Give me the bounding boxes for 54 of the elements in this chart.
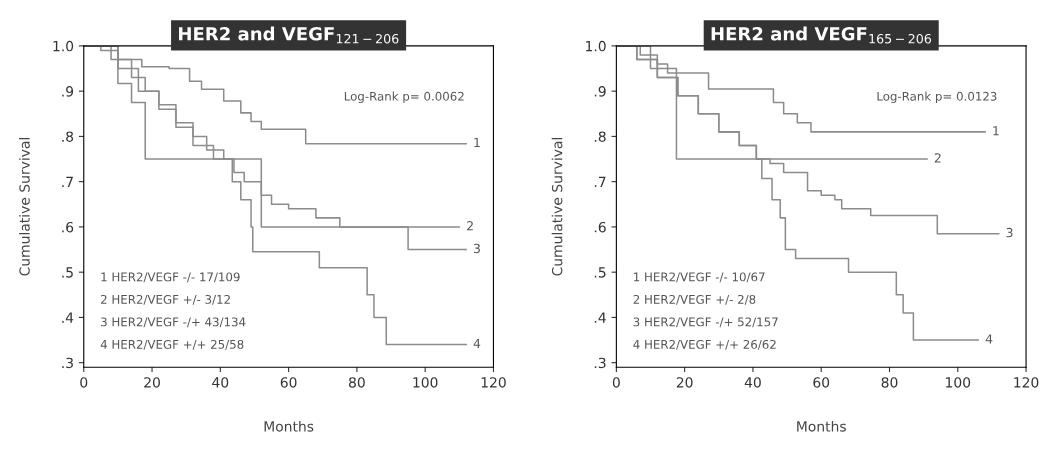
y-tick-label: .5 <box>594 267 606 278</box>
series-label: 3 <box>1006 227 1013 238</box>
x-tick-label: 0 <box>612 377 620 388</box>
x-tick-label: 20 <box>676 377 693 388</box>
y-tick-label: .4 <box>594 312 606 323</box>
x-axis-title: Months <box>264 420 314 432</box>
y-tick-label: 1.0 <box>586 40 606 52</box>
y-tick-label: .3 <box>62 357 73 369</box>
annotation: 2 HER2/VEGF +/- 2/8 <box>633 294 756 305</box>
annotation: 4 HER2/VEGF +/+ 26/62 <box>633 339 776 350</box>
y-tick-label: 1.0 <box>53 40 74 52</box>
series-label: 1 <box>474 137 480 148</box>
annotation: 2 HER2/VEGF +/- 3/12 <box>101 294 230 305</box>
y-tick-label: .6 <box>62 221 74 233</box>
annotation: Log-Rank p= 0.0123 <box>877 91 997 104</box>
annotation: 1 HER2/VEGF -/- 10/67 <box>634 272 765 283</box>
annotation: 4 HER2/VEGF +/+ 25/58 <box>100 339 244 350</box>
series-label: 2 <box>934 153 941 163</box>
y-tick-label: .6 <box>594 221 606 233</box>
x-tick-label: 120 <box>481 377 506 388</box>
annotation: Log-Rank p= 0.0062 <box>344 91 464 104</box>
series-label: 3 <box>473 243 480 254</box>
x-tick-label: 60 <box>813 377 830 388</box>
y-tick-label: .9 <box>594 86 606 97</box>
series-label: 4 <box>985 334 993 344</box>
x-axis-title: Months <box>797 420 846 432</box>
y-tick-label: .9 <box>62 86 74 97</box>
annotation: 1 HER2/VEGF -/- 17/109 <box>101 272 240 283</box>
y-tick-label: .4 <box>62 312 74 323</box>
y-tick-label: .7 <box>62 176 73 187</box>
x-tick-label: 40 <box>744 377 761 388</box>
y-tick-label: .5 <box>62 267 73 278</box>
x-tick-label: 40 <box>212 377 229 388</box>
x-tick-label: 80 <box>881 377 898 388</box>
x-tick-label: 100 <box>946 377 971 388</box>
x-tick-label: 120 <box>1014 377 1039 388</box>
x-tick-label: 0 <box>80 377 88 388</box>
x-tick-label: 80 <box>349 377 365 388</box>
x-tick-label: 60 <box>280 377 297 388</box>
x-tick-label: 20 <box>144 377 160 388</box>
y-axis-title: Cumulative Survival <box>19 138 30 276</box>
y-tick-label: .8 <box>594 131 606 142</box>
y-tick-label: .8 <box>62 131 74 142</box>
series-label: 1 <box>993 126 999 136</box>
y-tick-label: .7 <box>594 176 606 187</box>
y-axis-title: Cumulative Survival <box>551 138 563 276</box>
chart-title: HER2 and VEGF$_{121−206}$ <box>179 26 399 44</box>
y-tick-label: .3 <box>594 357 606 369</box>
annotation: 3 HER2/VEGF -/+ 52/157 <box>633 317 778 328</box>
series-label: 2 <box>467 221 473 231</box>
annotation: 3 HER2/VEGF -/+ 43/134 <box>101 317 246 328</box>
x-tick-label: 100 <box>413 377 438 388</box>
series-label: 4 <box>473 338 481 349</box>
chart-title: HER2 and VEGF$_{165−206}$ <box>711 26 932 44</box>
